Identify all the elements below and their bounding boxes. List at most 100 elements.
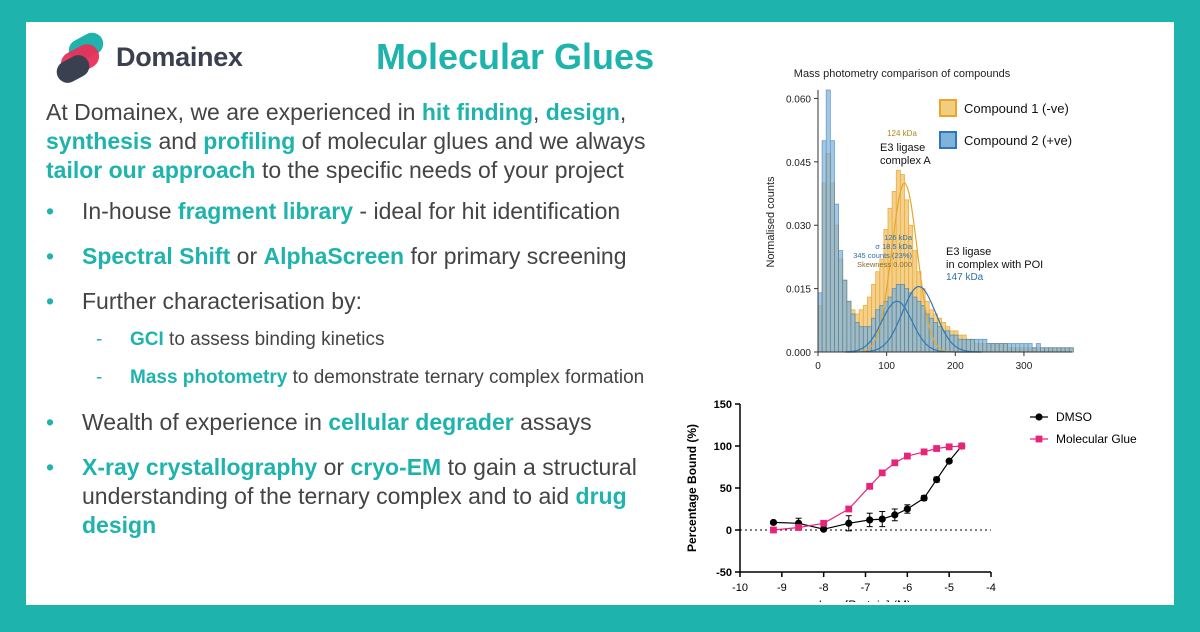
data-point — [769, 518, 778, 527]
bullet-item: • Spectral Shift or AlphaScreen for prima… — [46, 242, 706, 271]
dash-marker: - — [96, 367, 103, 388]
highlight-text: design — [545, 99, 620, 125]
bullet-marker: • — [46, 454, 55, 480]
histogram-bar — [990, 343, 996, 353]
highlight-text: tailor our approach — [46, 157, 256, 183]
data-point — [945, 457, 953, 465]
data-point — [920, 448, 928, 456]
data-point — [933, 476, 941, 484]
data-point — [845, 519, 853, 527]
bullet-item: • X-ray crystallography or cryo-EM to gai… — [46, 453, 706, 540]
data-point — [845, 505, 853, 513]
y-tick-label: 0.030 — [786, 221, 811, 232]
x-label-suffix: [Protein] (M) — [845, 598, 911, 602]
histogram-bar — [821, 140, 827, 353]
histogram-bar — [899, 283, 905, 353]
histogram-bar — [891, 288, 897, 353]
histogram-bar — [965, 338, 971, 353]
annotation-peak1-label: complex A — [880, 155, 931, 167]
histogram-bar — [1031, 347, 1037, 353]
x-tick-label: -7 — [861, 582, 871, 594]
histogram-bar — [834, 203, 839, 353]
histogram-bar — [838, 250, 844, 353]
text-span: to demonstrate ternary complex formation — [287, 367, 645, 388]
y-tick-label: 50 — [720, 483, 732, 495]
content-body: At Domainex, we are experienced in hit f… — [46, 98, 706, 540]
sub-bullet-item: - Mass photometry to demonstrate ternary … — [46, 366, 706, 390]
data-point — [878, 469, 886, 477]
text-span: to gain a structural understanding of th… — [82, 454, 637, 509]
data-point — [903, 452, 911, 460]
annotation-peak1-value: 124 kDa — [887, 129, 917, 138]
histogram-bar — [932, 322, 938, 353]
mass-photometry-chart: Mass photometry comparison of compounds … — [765, 68, 1074, 369]
histogram-bar — [1044, 347, 1050, 353]
y-axis-label: Percentage Bound (%) — [685, 424, 699, 552]
x-tick-label: 300 — [1016, 361, 1033, 369]
data-point — [891, 511, 899, 519]
text-span: for primary screening — [404, 243, 627, 269]
histogram-bar — [974, 338, 980, 353]
x-tick-label: -6 — [902, 582, 912, 594]
x-tick-label: -4 — [986, 582, 996, 594]
histogram-bar — [1019, 343, 1025, 353]
highlight-text: hit finding — [421, 99, 534, 125]
text-span: Further characterisation by: — [82, 288, 362, 314]
data-point — [795, 524, 802, 531]
histogram-bar — [854, 322, 860, 353]
slide: Domainex Molecular Glues At Domainex, we… — [26, 22, 1174, 605]
logo: Domainex — [54, 30, 264, 86]
histogram-bar — [1040, 347, 1045, 353]
x-tick-label: 100 — [878, 361, 895, 369]
highlight-text: Mass photometry — [130, 367, 288, 388]
annotation-stats: 126 kDa — [884, 233, 913, 242]
histogram-bar — [862, 326, 868, 353]
text-span: - ideal for hit identification — [353, 198, 621, 224]
y-tick-label: 0 — [726, 525, 732, 537]
sub-bullet-item: - GCI to assess binding kinetics — [46, 328, 706, 352]
highlight-text: GCI — [130, 329, 164, 350]
data-point — [903, 505, 911, 513]
y-tick-label: 0.045 — [786, 158, 811, 169]
text-span: assays — [513, 409, 592, 435]
histogram-bar — [945, 330, 951, 353]
histogram-bar — [850, 313, 856, 353]
text-span: Wealth of experience in — [82, 409, 329, 435]
x-label-prefix: log — [819, 598, 835, 602]
histogram-bar — [1007, 343, 1012, 353]
x-axis-label: log10[Protein] (M) — [819, 598, 911, 602]
histogram-bar — [953, 334, 959, 353]
chart-legend: Compound 1 (-ve) Compound 2 (+ve) — [939, 99, 1072, 149]
text-span: of molecular glues and we always — [295, 128, 646, 154]
annotation-peak1-label: E3 ligase — [880, 142, 925, 154]
highlight-text: cellular degrader — [328, 409, 514, 435]
y-axis-ticks: -50 0 50 100 150 — [714, 399, 740, 579]
text-span: At Domainex, we are experienced in — [46, 99, 422, 125]
annotation-stats: Skewness 0.000 — [857, 260, 912, 269]
highlight-text: drug design — [82, 483, 627, 538]
page-title: Molecular Glues — [376, 36, 655, 77]
data-point — [920, 494, 928, 502]
dash-marker: - — [96, 329, 103, 350]
legend-marker — [1035, 413, 1043, 421]
y-tick-label: 0.000 — [786, 348, 811, 359]
highlight-text: X-ray crystallography — [82, 454, 318, 480]
histogram-bar — [982, 338, 988, 353]
histogram-bar — [998, 343, 1004, 353]
chart-title: Mass photometry comparison of compounds — [794, 68, 1011, 80]
y-axis-ticks: 0.000 0.015 0.030 0.045 0.060 — [786, 94, 818, 359]
highlight-text: fragment library — [177, 198, 354, 224]
histogram-bar — [986, 343, 992, 353]
text-span: or — [317, 454, 351, 480]
histogram-bar — [1023, 343, 1029, 353]
y-tick-label: 0.060 — [786, 94, 811, 105]
legend-label: Compound 1 (-ve) — [964, 101, 1069, 116]
legend-label: Compound 2 (+ve) — [964, 133, 1072, 148]
bullet-item: • Wealth of experience in cellular degrad… — [46, 408, 706, 437]
histogram-bar — [1035, 343, 1041, 353]
histogram-bar — [1064, 347, 1070, 353]
text-span: , — [533, 99, 546, 125]
x-tick-label: -5 — [944, 582, 954, 594]
text-span: to the specific needs of your project — [255, 157, 624, 183]
